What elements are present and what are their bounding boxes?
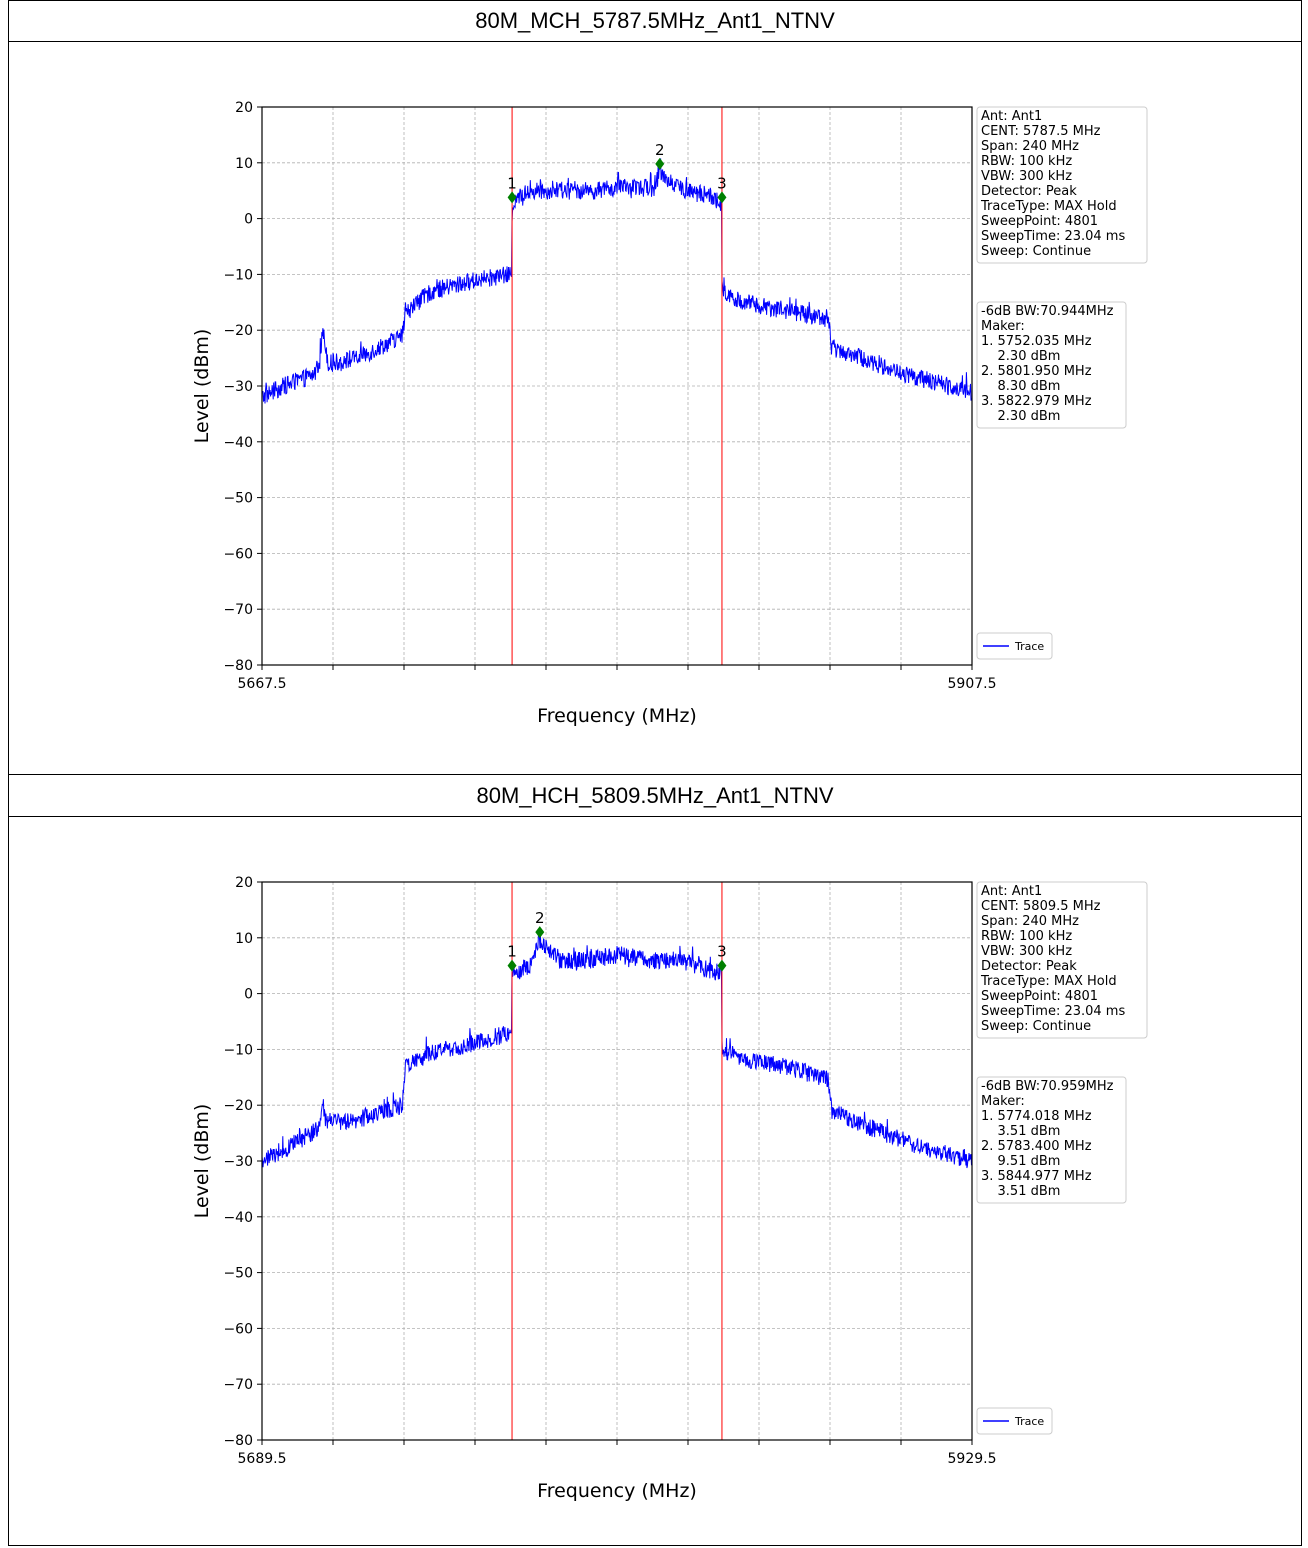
marker-box-line: 3. 5844.977 MHz	[981, 1169, 1092, 1184]
trace-line	[261, 933, 973, 1169]
marker-diamond	[535, 926, 545, 939]
info-box-line: RBW: 100 kHz	[981, 929, 1072, 944]
x-tick-label-start: 5667.5	[238, 676, 287, 692]
y-tick-label: −30	[223, 379, 253, 395]
x-axis-label: Frequency (MHz)	[537, 705, 697, 727]
marker-label: 3	[717, 943, 727, 961]
marker-box-line: 1. 5774.018 MHz	[981, 1109, 1092, 1124]
marker-box-line: -6dB BW:70.944MHz	[981, 304, 1114, 319]
y-tick-label: −80	[223, 1433, 253, 1449]
marker-label: 1	[507, 943, 517, 961]
info-box-line: SweepPoint: 4801	[981, 214, 1098, 229]
y-tick-label: −70	[223, 1377, 253, 1393]
spectrum-chart-mch: 20 10 0 −10 −20 −30 −40 −50 −60 −70 −80 5667.5 5907.…	[191, 100, 1148, 727]
marker-box	[976, 301, 1127, 429]
marker-box-line: Maker:	[981, 319, 1025, 334]
y-tick-label: −40	[223, 1210, 253, 1226]
marker-label: 2	[535, 909, 545, 927]
grid	[262, 107, 972, 665]
x-tick-label-end: 5907.5	[948, 676, 997, 692]
axes-frame	[261, 106, 973, 666]
marker-diamond	[717, 959, 727, 972]
marker-label: 2	[655, 141, 665, 159]
y-tick-label: −70	[223, 602, 253, 618]
y-tick-label: −30	[223, 1154, 253, 1170]
marker-box-line: Maker:	[981, 1094, 1025, 1109]
y-axis-label: Level (dBm)	[191, 1104, 213, 1219]
y-tick-label: −40	[223, 435, 253, 451]
y-tick-label: −20	[223, 1098, 253, 1114]
x-tick-label-start: 5689.5	[238, 1451, 287, 1467]
x-axis-label: Frequency (MHz)	[537, 1480, 697, 1502]
y-tick-label: −50	[223, 491, 253, 507]
trace-line	[261, 158, 973, 404]
y-tick-label: −60	[223, 546, 253, 562]
info-box-line: Ant: Ant1	[981, 884, 1042, 899]
info-box-line: Span: 240 MHz	[981, 914, 1079, 929]
y-tick-label: 20	[235, 875, 253, 891]
marker-box	[976, 1076, 1127, 1204]
marker-diamond	[507, 959, 517, 972]
info-box-line: VBW: 300 kHz	[981, 169, 1072, 184]
y-tick-label: −80	[223, 658, 253, 674]
legend-label: Trace	[1014, 1415, 1044, 1428]
legend-box	[976, 632, 1053, 660]
info-box-line: SweepTime: 23.04 ms	[981, 229, 1125, 244]
info-box-line: VBW: 300 kHz	[981, 944, 1072, 959]
marker-diamond	[655, 157, 665, 170]
marker-box-line: 2.30 dBm	[981, 409, 1060, 424]
grid	[262, 882, 972, 1440]
axes-frame	[261, 881, 973, 1441]
marker-diamond	[717, 191, 727, 204]
y-tick-label: 0	[244, 212, 253, 228]
marker-label: 3	[717, 174, 727, 192]
info-box	[976, 106, 1148, 264]
marker-label: 1	[507, 174, 517, 192]
chart-title-mch: 80M_MCH_5787.5MHz_Ant1_NTNV	[8, 0, 1302, 42]
info-box-line: TraceType: MAX Hold	[980, 199, 1117, 214]
info-box-line: Detector: Peak	[981, 959, 1077, 974]
info-box-line: Detector: Peak	[981, 184, 1077, 199]
spectrum-chart-hch: 20 10 0 −10 −20 −30 −40 −50 −60 −70 −80 5689.5 5929.…	[191, 875, 1148, 1502]
info-box-line: Sweep: Continue	[981, 244, 1091, 259]
marker-box-line: 2. 5801.950 MHz	[981, 364, 1092, 379]
marker-box-line: 3.51 dBm	[981, 1124, 1060, 1139]
y-tick-label: −10	[223, 267, 253, 283]
marker-box-line: 8.30 dBm	[981, 379, 1060, 394]
info-box	[976, 881, 1148, 1039]
marker-box-line: 9.51 dBm	[981, 1154, 1060, 1169]
info-box-line: SweepPoint: 4801	[981, 989, 1098, 1004]
info-box-line: Sweep: Continue	[981, 1019, 1091, 1034]
info-box-line: RBW: 100 kHz	[981, 154, 1072, 169]
y-tick-label: 20	[235, 100, 253, 116]
y-tick-label: 10	[235, 931, 253, 947]
chart-title-hch: 80M_HCH_5809.5MHz_Ant1_NTNV	[8, 775, 1302, 817]
info-box-line: TraceType: MAX Hold	[980, 974, 1117, 989]
info-box-line: Ant: Ant1	[981, 109, 1042, 124]
y-tick-label: −60	[223, 1321, 253, 1337]
marker-box-line: 1. 5752.035 MHz	[981, 334, 1092, 349]
y-tick-label: −10	[223, 1042, 253, 1058]
y-tick-label: 0	[244, 987, 253, 1003]
legend-label: Trace	[1014, 640, 1044, 653]
legend-box	[976, 1407, 1053, 1435]
marker-box-line: 3.51 dBm	[981, 1184, 1060, 1199]
info-box-line: SweepTime: 23.04 ms	[981, 1004, 1125, 1019]
y-tick-label: 10	[235, 156, 253, 172]
marker-box-line: 2.30 dBm	[981, 349, 1060, 364]
table-frame	[8, 0, 1302, 1546]
y-axis-label: Level (dBm)	[191, 329, 213, 444]
y-tick-label: −50	[223, 1266, 253, 1282]
info-box-line: CENT: 5809.5 MHz	[981, 899, 1101, 914]
marker-box-line: -6dB BW:70.959MHz	[981, 1079, 1114, 1094]
marker-diamond	[507, 191, 517, 204]
info-box-line: Span: 240 MHz	[981, 139, 1079, 154]
row-divider	[8, 774, 1302, 775]
x-tick-label-end: 5929.5	[948, 1451, 997, 1467]
marker-box-line: 3. 5822.979 MHz	[981, 394, 1092, 409]
marker-box-line: 2. 5783.400 MHz	[981, 1139, 1092, 1154]
y-tick-label: −20	[223, 323, 253, 339]
info-box-line: CENT: 5787.5 MHz	[981, 124, 1101, 139]
